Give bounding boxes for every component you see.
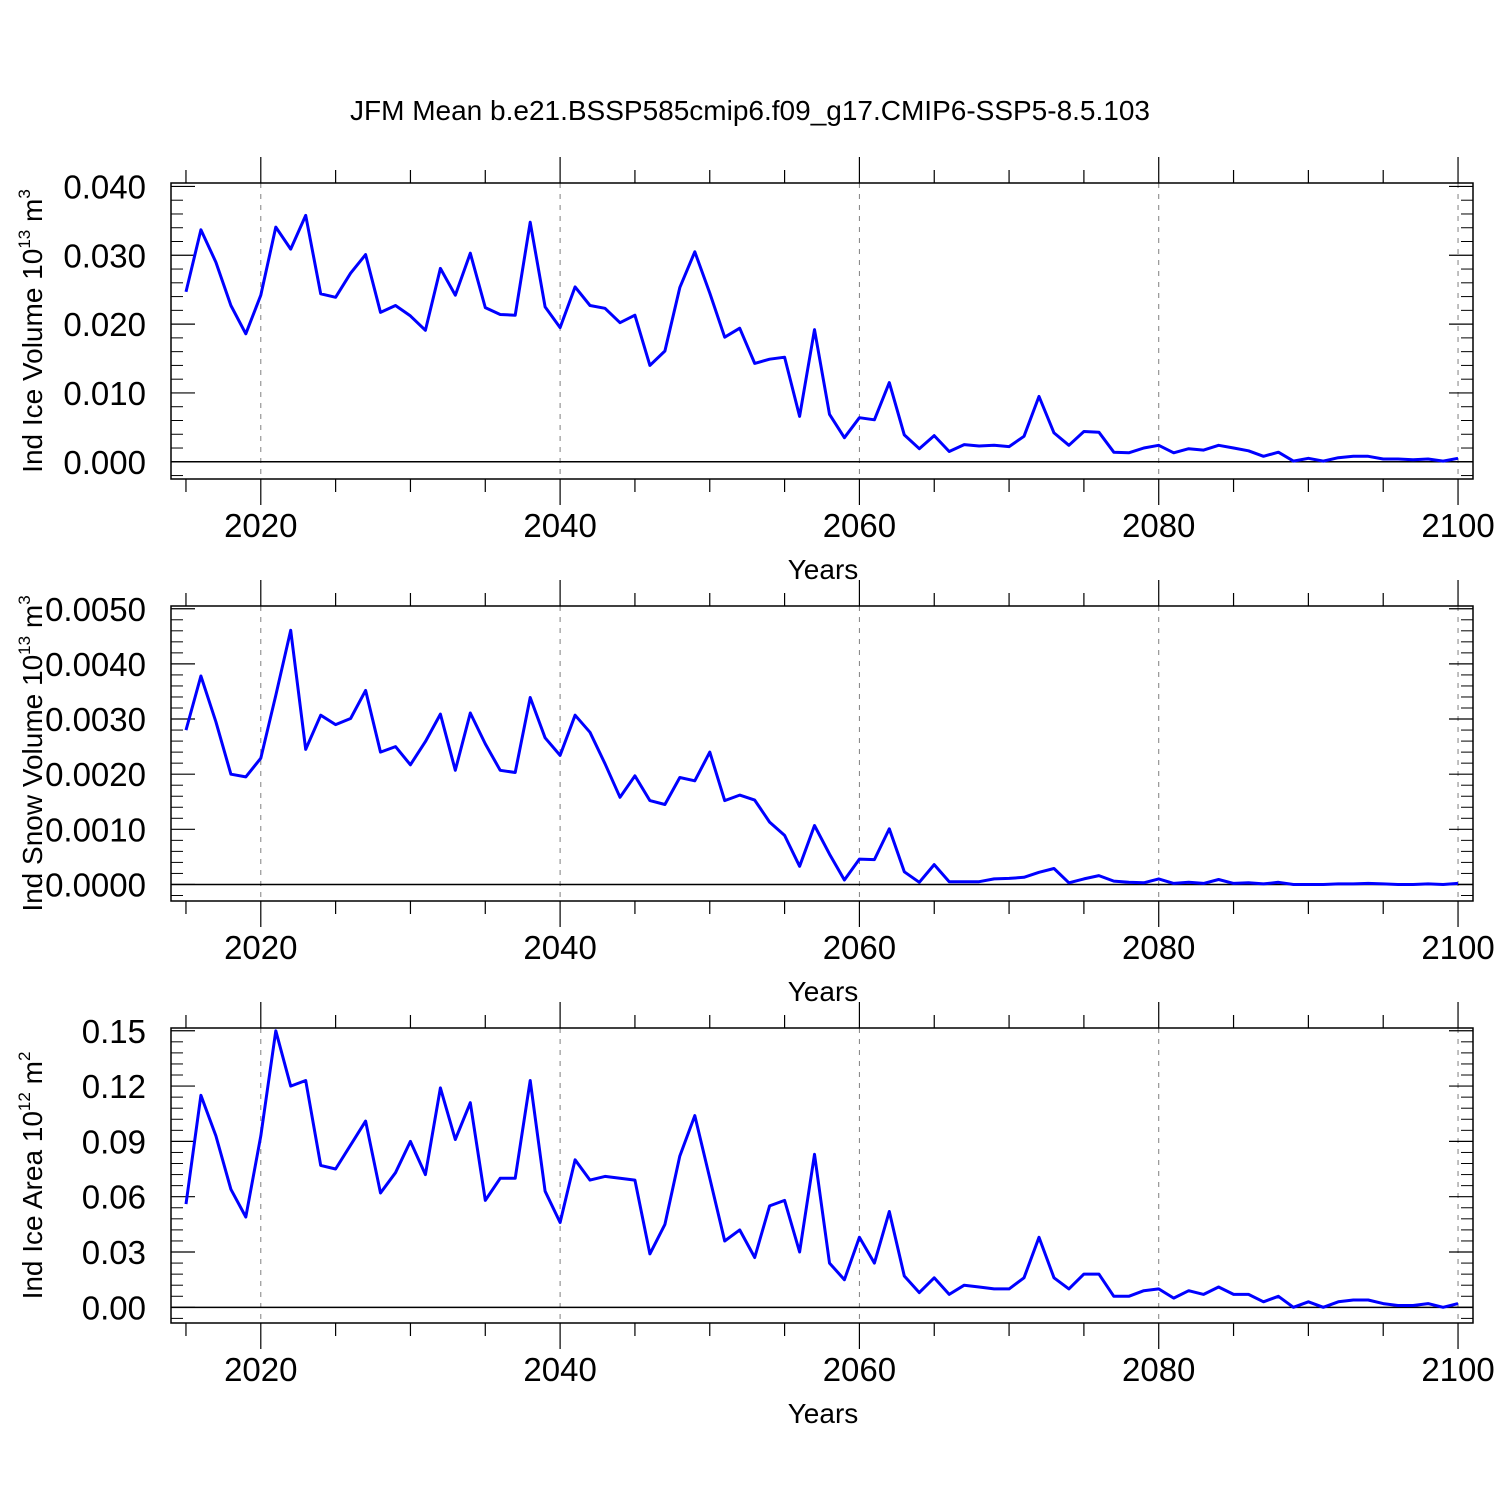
plot-frame bbox=[170, 605, 1474, 902]
y-tick-label: 0.000 bbox=[63, 444, 146, 481]
x-tick-label: 2060 bbox=[823, 929, 896, 966]
x-tick-label: 2040 bbox=[523, 929, 596, 966]
y-axis-label-text: Ind Ice Volume 10 bbox=[17, 249, 48, 473]
y-tick-label: 0.03 bbox=[82, 1234, 146, 1271]
y-axis-label-superscript: 13 bbox=[15, 230, 34, 249]
y-tick-label: 0.0040 bbox=[45, 646, 146, 683]
panel-2: 2020 2040 2060 2080 2100 0.0000 0.0010 0.0020 0.… bbox=[15, 580, 1495, 1007]
data-series-line bbox=[184, 213, 1459, 463]
y-tick-label: 0.0020 bbox=[45, 756, 146, 793]
plot-frame bbox=[170, 1027, 1474, 1324]
x-axis-label: Years bbox=[788, 554, 859, 585]
data-series-line bbox=[184, 628, 1459, 886]
panel-1: 2020 2040 2060 2080 2100 0.000 0.010 0.020 0.030… bbox=[15, 157, 1495, 585]
y-tick-label: 0.0050 bbox=[45, 591, 146, 628]
y-tick-label: 0.00 bbox=[82, 1289, 146, 1326]
y-axis-label-text: m bbox=[17, 1061, 48, 1092]
x-tick-label: 2100 bbox=[1421, 507, 1494, 544]
y-axis-label-text: Ind Snow Volume 10 bbox=[17, 655, 48, 912]
x-tick-label: 2080 bbox=[1122, 507, 1195, 544]
y-axis-label-text: Ind Ice Area 10 bbox=[17, 1111, 48, 1299]
x-tick-label: 2040 bbox=[523, 1351, 596, 1388]
x-tick-label: 2080 bbox=[1122, 929, 1195, 966]
x-tick-label: 2080 bbox=[1122, 1351, 1195, 1388]
x-tick-label: 2020 bbox=[224, 1351, 297, 1388]
y-axis-label: Ind Snow Volume 1013 m3 bbox=[15, 595, 48, 911]
y-axis-label-text: m bbox=[17, 199, 48, 230]
chart-title: JFM Mean b.e21.BSSP585cmip6.f09_g17.CMIP… bbox=[350, 95, 1150, 126]
y-tick-label: 0.0000 bbox=[45, 866, 146, 903]
x-tick-label: 2060 bbox=[823, 1351, 896, 1388]
y-tick-label: 0.010 bbox=[63, 375, 146, 412]
x-tick-label: 2020 bbox=[224, 507, 297, 544]
plot-frame bbox=[170, 182, 1474, 480]
x-axis-label: Years bbox=[788, 1398, 859, 1429]
x-tick-label: 2020 bbox=[224, 929, 297, 966]
y-tick-label: 0.020 bbox=[63, 306, 146, 343]
y-axis-label-superscript: 12 bbox=[15, 1092, 34, 1111]
y-axis-label-superscript: 3 bbox=[15, 189, 34, 198]
y-tick-label: 0.15 bbox=[82, 1013, 146, 1050]
y-tick-label: 0.0010 bbox=[45, 811, 146, 848]
data-series-line bbox=[184, 1029, 1459, 1309]
x-tick-label: 2040 bbox=[523, 507, 596, 544]
y-tick-label: 0.030 bbox=[63, 237, 146, 274]
y-axis-label-superscript: 2 bbox=[15, 1052, 34, 1061]
y-axis-label-text: m bbox=[17, 605, 48, 636]
y-tick-label: 0.06 bbox=[82, 1179, 146, 1216]
y-axis-label-superscript: 3 bbox=[15, 595, 34, 604]
y-tick-label: 0.12 bbox=[82, 1068, 146, 1105]
y-tick-label: 0.040 bbox=[63, 168, 146, 205]
y-axis-label: Ind Ice Area 1012 m2 bbox=[15, 1052, 48, 1300]
x-tick-label: 2100 bbox=[1421, 929, 1494, 966]
y-axis-label: Ind Ice Volume 1013 m3 bbox=[15, 189, 48, 473]
x-tick-label: 2060 bbox=[823, 507, 896, 544]
y-tick-label: 0.09 bbox=[82, 1123, 146, 1160]
x-axis-label: Years bbox=[788, 976, 859, 1007]
x-tick-label: 2100 bbox=[1421, 1351, 1494, 1388]
y-axis-label-superscript: 13 bbox=[15, 636, 34, 655]
panel-3: 2020 2040 2060 2080 2100 0.00 0.03 0.06 0.09 0.12… bbox=[15, 1002, 1495, 1429]
y-tick-label: 0.0030 bbox=[45, 701, 146, 738]
